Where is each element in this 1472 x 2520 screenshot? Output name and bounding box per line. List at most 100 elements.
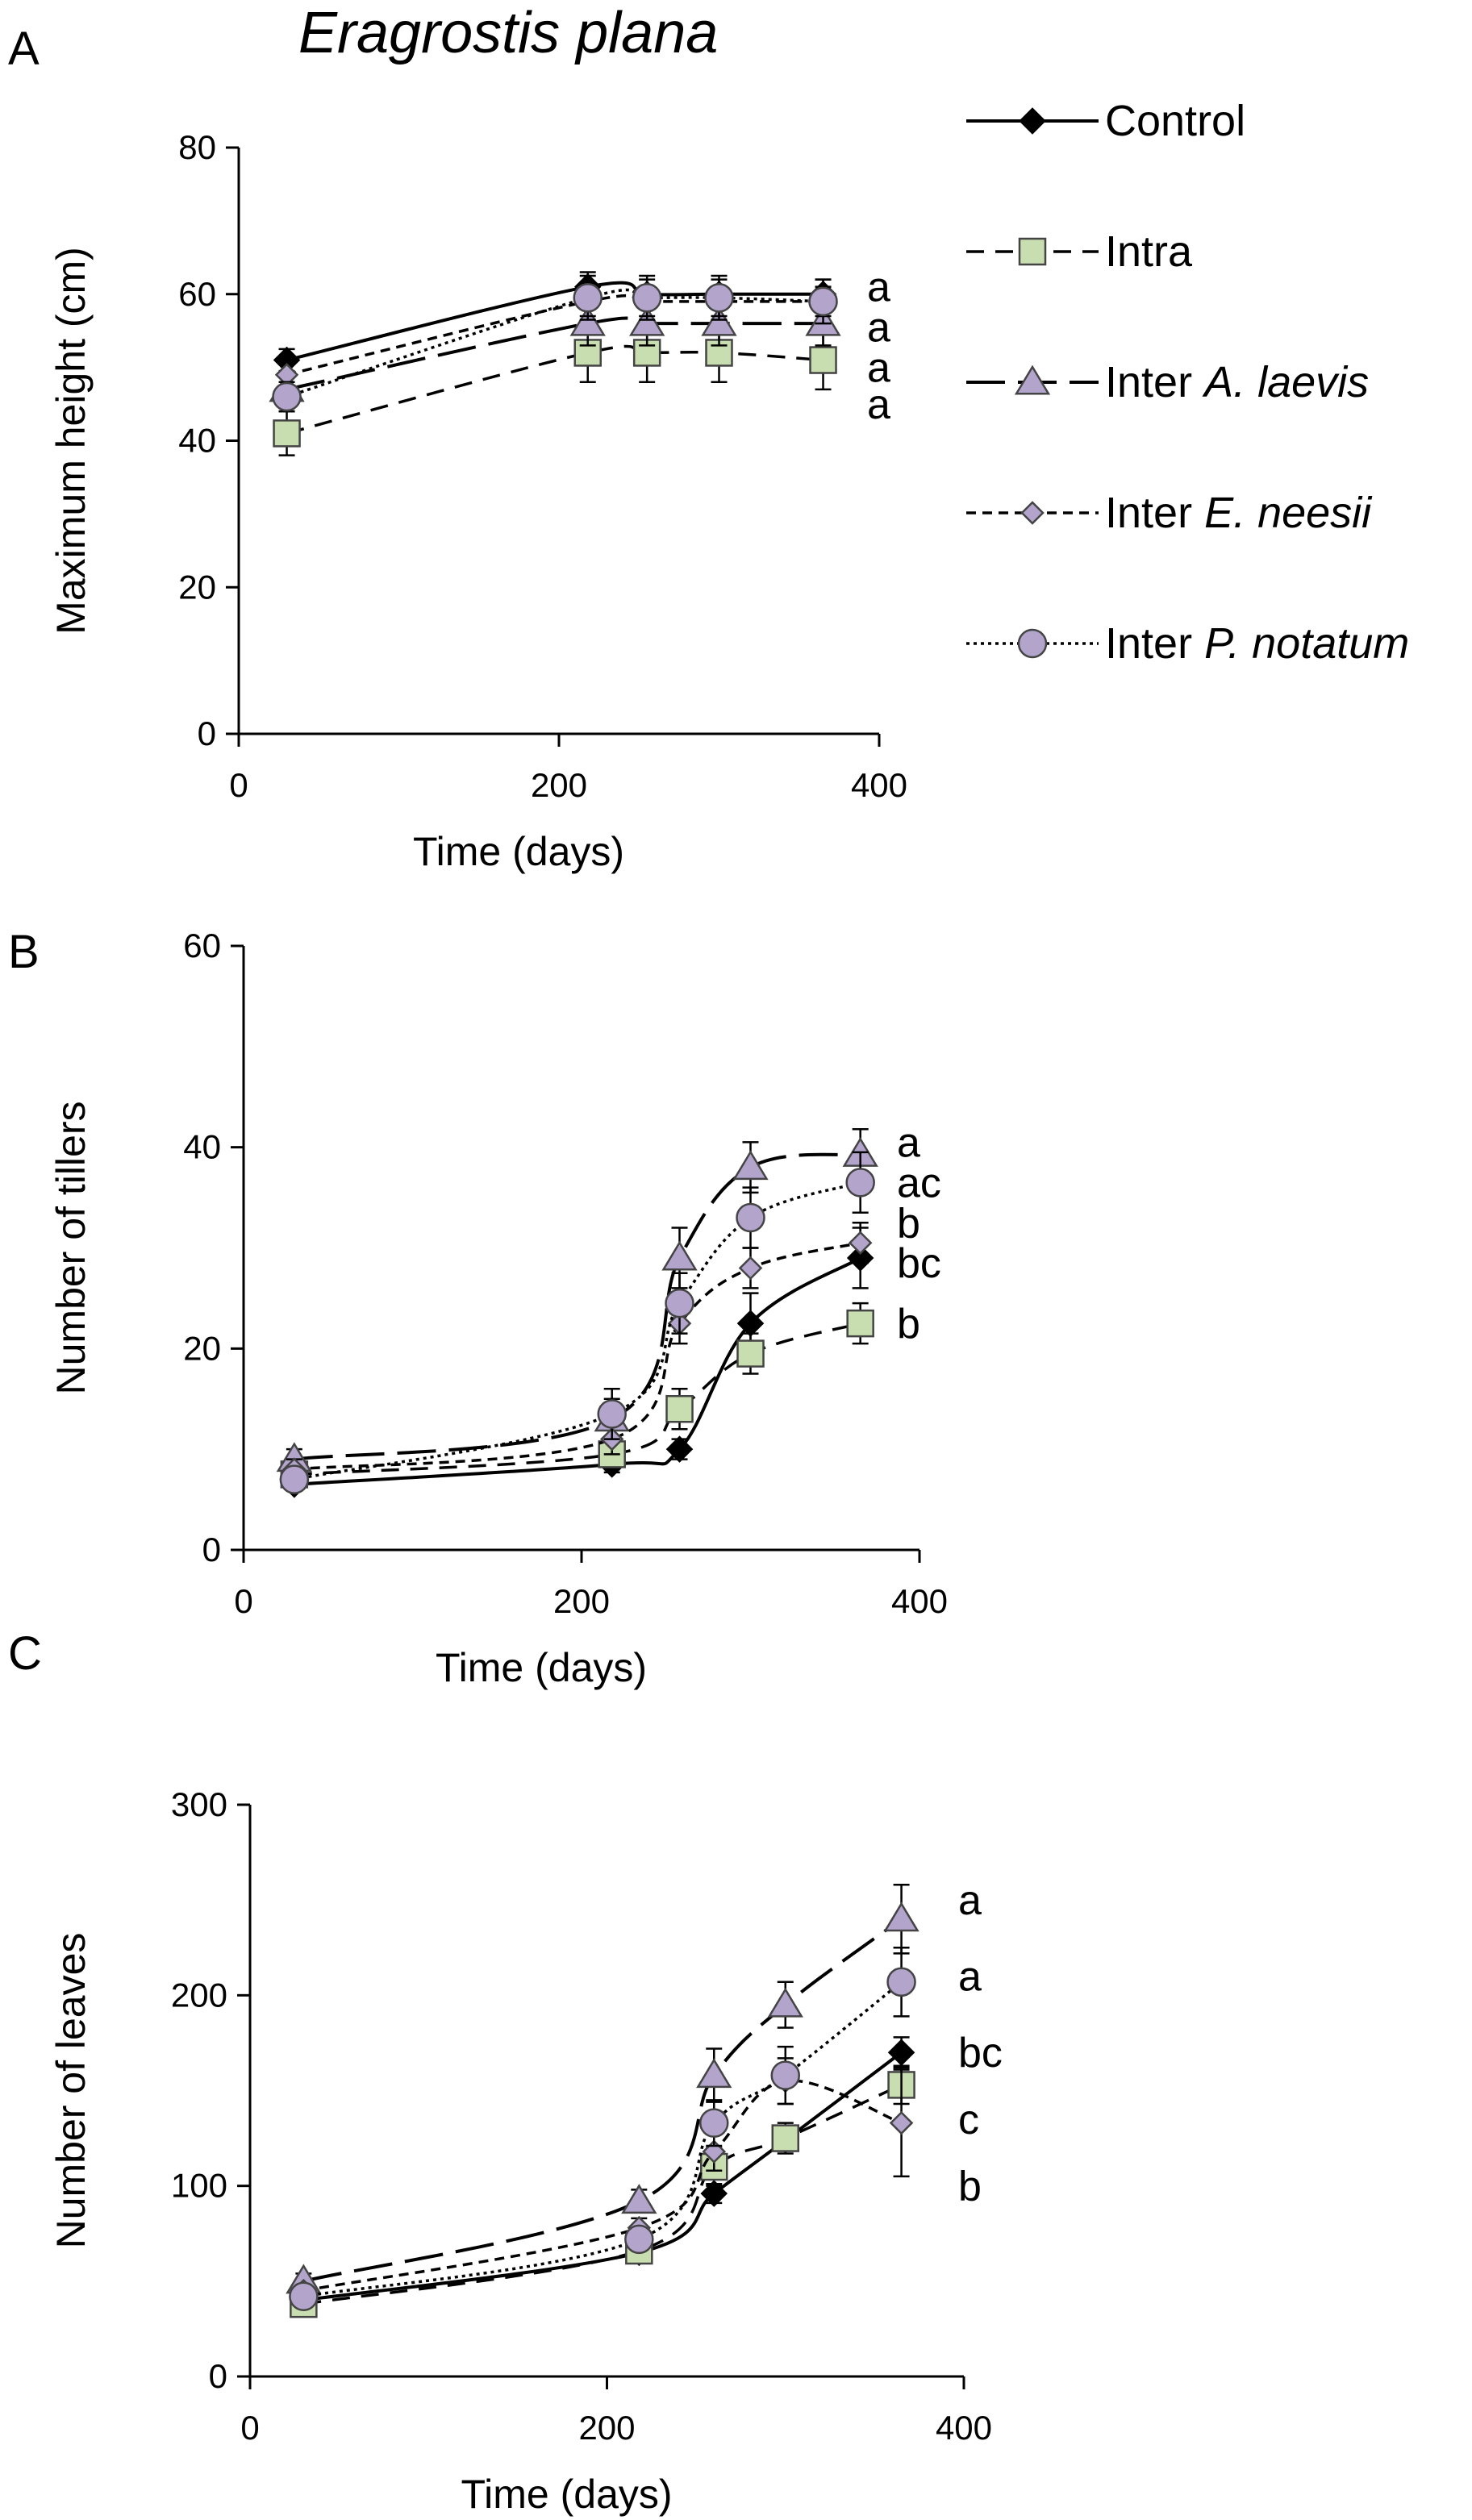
- data-point: [771, 2124, 799, 2152]
- significance-label: a: [867, 305, 890, 352]
- data-point: [736, 1202, 765, 1233]
- series-line: [286, 344, 824, 435]
- data-point: [846, 1309, 874, 1338]
- data-point: [632, 283, 662, 313]
- series-inter-al: [276, 1127, 878, 1472]
- panel-b: B 0 20 40 60 0 200 400 Time (days) Number of till…: [8, 926, 948, 1690]
- data-point: [883, 1901, 919, 1932]
- y-axis-label: Number of leaves: [48, 1933, 94, 2249]
- data-point: [736, 1339, 765, 1368]
- series-line: [294, 1181, 861, 1481]
- data-point: [665, 1435, 694, 1463]
- data-point: [696, 2058, 732, 2089]
- data-point: [848, 1231, 873, 1256]
- data-point: [665, 1288, 694, 1318]
- data-point: [272, 381, 302, 412]
- data-point: [889, 2110, 914, 2135]
- legend-entry-inter-en: Inter E. neesii: [966, 489, 1373, 537]
- x-axis-label: Time (days): [436, 1645, 647, 1690]
- data-point: [886, 1967, 916, 1997]
- data-point: [621, 2184, 657, 2214]
- data-point: [624, 2224, 654, 2255]
- series-line: [302, 1918, 903, 2283]
- panel-letter: C: [8, 1627, 42, 1680]
- panel-letter: B: [8, 926, 40, 978]
- significance-label: a: [958, 1877, 982, 1924]
- significance-label: bc: [958, 2030, 1003, 2076]
- data-point: [809, 346, 837, 374]
- x-tick-label: 200: [578, 2409, 635, 2447]
- y-tick-label: 300: [171, 1785, 227, 1823]
- x-tick-label: 400: [936, 2409, 992, 2447]
- x-tick-label: 0: [240, 2409, 259, 2447]
- y-tick-label: 100: [171, 2167, 227, 2205]
- y-tick-label: 0: [198, 714, 216, 752]
- figure-title: Eragrostis plana: [298, 1, 718, 65]
- panel-c: C 0 100 200 300 0 200 400 Time (days) Number of l…: [8, 1627, 1003, 2517]
- x-axis-label: Time (days): [461, 2472, 672, 2517]
- series-line: [303, 2079, 903, 2293]
- y-tick-label: 20: [183, 1329, 221, 1367]
- significance-label: bc: [897, 1240, 941, 1287]
- legend-label: Inter A. laevis: [1105, 358, 1369, 406]
- data-point: [845, 1168, 875, 1198]
- y-tick-label: 20: [178, 568, 216, 606]
- x-tick-label: 400: [851, 766, 907, 804]
- x-tick-label: 400: [891, 1582, 948, 1620]
- data-point: [887, 2039, 915, 2067]
- significance-label: b: [897, 1301, 920, 1347]
- y-tick-label: 80: [178, 128, 216, 166]
- data-point: [573, 283, 603, 313]
- y-tick-label: 40: [183, 1128, 221, 1166]
- series-line: [286, 316, 824, 391]
- y-tick-label: 40: [178, 422, 216, 460]
- data-point: [767, 1987, 803, 2018]
- data-point: [699, 2108, 729, 2138]
- series-line: [286, 288, 824, 398]
- data-point: [289, 2281, 319, 2311]
- data-point: [629, 306, 665, 336]
- data-point: [665, 1394, 694, 1423]
- y-tick-label: 60: [178, 275, 216, 313]
- x-tick-label: 200: [553, 1582, 610, 1620]
- data-point: [569, 306, 606, 336]
- significance-label: ac: [897, 1160, 941, 1206]
- significance-label: a: [958, 1954, 982, 2001]
- data-point: [279, 1464, 310, 1494]
- significance-label: a: [867, 381, 890, 428]
- data-point: [704, 283, 734, 313]
- series-line: [303, 1981, 903, 2298]
- y-axis-label: Number of tillers: [48, 1102, 94, 1395]
- series-inter-pn: [272, 274, 838, 413]
- series-control: [281, 1227, 874, 1498]
- series-line: [303, 2051, 903, 2302]
- legend-marker: [1017, 628, 1048, 659]
- x-tick-label: 0: [229, 766, 248, 804]
- data-point: [701, 306, 737, 336]
- legend-label: Control: [1105, 97, 1245, 145]
- series-line: [294, 1241, 861, 1471]
- legend-marker: [1020, 501, 1045, 525]
- legend-marker: [1014, 364, 1051, 395]
- series-intra: [280, 1302, 874, 1489]
- x-axis-label: Time (days): [413, 829, 624, 874]
- data-point: [770, 2060, 800, 2090]
- significance-label: b: [897, 1200, 920, 1247]
- legend: Control Intra Inter A. laevis Inter E. nees…: [966, 97, 1409, 668]
- x-tick-label: 200: [531, 766, 587, 804]
- series-line: [286, 294, 824, 377]
- data-point: [700, 2180, 728, 2207]
- legend-entry-control: Control: [966, 97, 1245, 145]
- significance-label: a: [867, 345, 890, 392]
- data-point: [273, 419, 301, 448]
- legend-label: Intra: [1105, 227, 1193, 276]
- legend-entry-inter-al: Inter A. laevis: [966, 358, 1369, 406]
- series-intra: [290, 2064, 915, 2318]
- x-tick-label: 0: [234, 1582, 252, 1620]
- y-tick-label: 200: [171, 1976, 227, 2014]
- series-line: [294, 1152, 861, 1461]
- panel-a: A 0 20 40 60 80 0 200 400 Time (days) Maximum heig…: [8, 23, 907, 874]
- legend-label: Inter P. notatum: [1105, 619, 1409, 668]
